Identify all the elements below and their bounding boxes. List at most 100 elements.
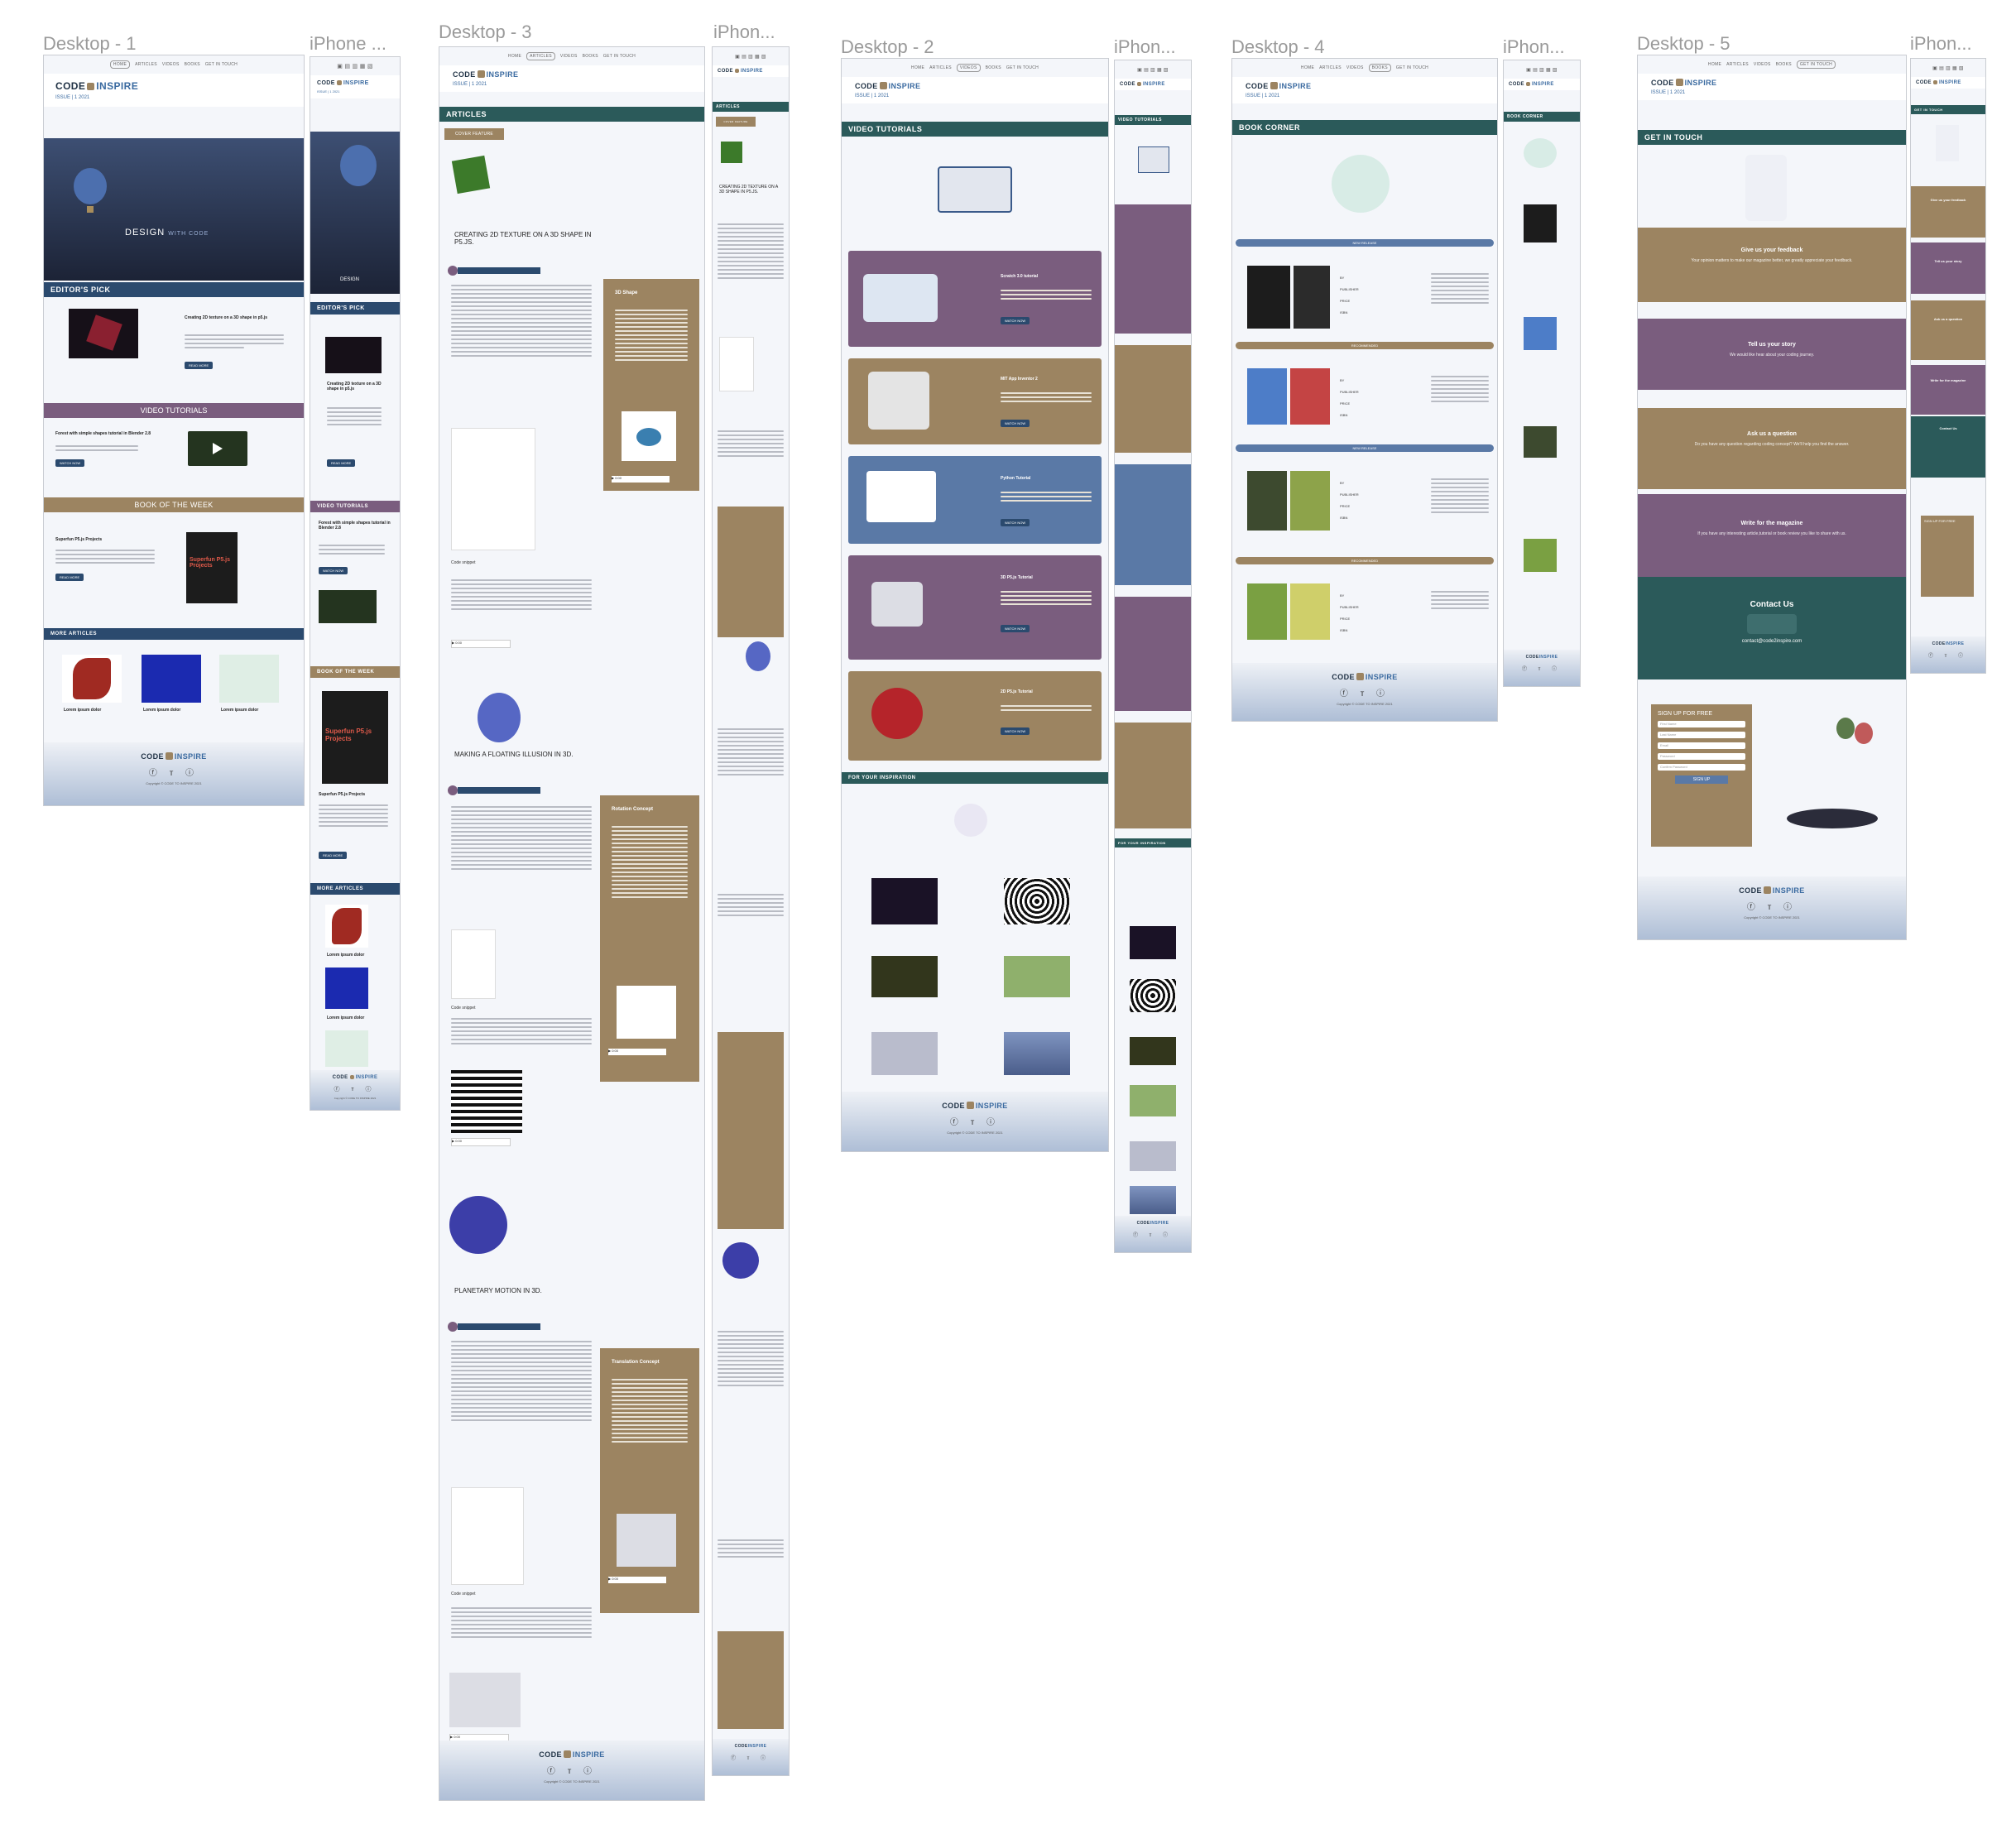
question-band[interactable]: Ask us a question Do you have any questi… xyxy=(1638,408,1906,489)
article-thumb-2[interactable] xyxy=(325,968,368,1009)
video-thumb[interactable] xyxy=(868,372,929,430)
watch-now-button[interactable]: WATCH NOW xyxy=(1001,420,1030,427)
gallery-item-1[interactable] xyxy=(871,878,938,924)
video-card-3d-p5[interactable] xyxy=(1115,597,1191,711)
social-icons[interactable]: ⓕ ᴛ ⓘ xyxy=(1746,903,1798,912)
nav-books[interactable]: BOOKS xyxy=(1775,62,1792,67)
video-card-python[interactable]: Python Tutorial WATCH NOW xyxy=(848,456,1102,544)
nav-videos[interactable]: VIDEOS xyxy=(1346,65,1364,70)
nav-contact[interactable]: GET IN TOUCH xyxy=(1395,65,1429,70)
book-cover-4[interactable] xyxy=(1524,539,1557,572)
article-thumb-1[interactable] xyxy=(62,655,122,703)
video-thumb[interactable] xyxy=(871,688,923,739)
book-cover-2[interactable] xyxy=(1524,317,1557,350)
nav-articles[interactable]: ARTICLES xyxy=(929,65,952,70)
book-cover-1[interactable] xyxy=(1524,204,1557,242)
book-cover-image[interactable]: Superfun P5.js Projects xyxy=(186,532,238,603)
mobile-nav-icons[interactable]: ▣ ▤ ▥ ▦ ▧ xyxy=(337,64,373,70)
gallery-item-2[interactable] xyxy=(1130,979,1176,1012)
nav-home[interactable]: HOME xyxy=(109,60,131,69)
footer-brand[interactable]: CODEINSPIRE xyxy=(1932,641,1965,646)
gallery-item-6[interactable] xyxy=(1004,1032,1070,1075)
book-cover-2b[interactable] xyxy=(1290,368,1330,425)
brand-logo[interactable]: CODE INSPIRE xyxy=(855,82,921,90)
nav-books[interactable]: BOOKS xyxy=(1368,64,1391,72)
nav-home[interactable]: HOME xyxy=(910,65,925,70)
brand-logo[interactable]: CODE INSPIRE xyxy=(1916,80,1961,85)
social-icons[interactable]: ⓕ ᴛ ⓘ xyxy=(334,1087,377,1092)
write-band[interactable]: Write for the magazine xyxy=(1911,365,1985,415)
password-input[interactable]: Password xyxy=(1658,753,1745,760)
watch-now-button[interactable]: WATCH NOW xyxy=(1001,727,1030,735)
gallery-item-3[interactable] xyxy=(1130,1037,1176,1065)
nav-home[interactable]: HOME xyxy=(1707,62,1722,67)
social-icons[interactable]: ⓕ ᴛ ⓘ xyxy=(1521,667,1562,672)
contact-email[interactable]: contact@code2inspire.com xyxy=(1741,639,1802,644)
nav-articles[interactable]: ARTICLES xyxy=(1319,65,1342,70)
footer-brand[interactable]: CODEINSPIRE xyxy=(734,1744,767,1749)
social-icons[interactable]: ⓕ ᴛ ⓘ xyxy=(1132,1233,1174,1238)
brand-logo[interactable]: CODE INSPIRE xyxy=(55,80,292,92)
nav-contact[interactable]: GET IN TOUCH xyxy=(602,54,636,59)
nav-contact[interactable]: GET IN TOUCH xyxy=(1006,65,1039,70)
video-thumb[interactable] xyxy=(871,582,923,627)
brand-logo[interactable]: CODE INSPIRE xyxy=(453,70,519,79)
book-cover-4[interactable] xyxy=(1247,583,1287,640)
video-thumbnail[interactable] xyxy=(188,431,247,466)
media-player-bar[interactable]: ▶ 0:00 xyxy=(608,1577,666,1583)
book-cover-3b[interactable] xyxy=(1290,471,1330,531)
nav-contact[interactable]: GET IN TOUCH xyxy=(1796,60,1836,69)
video-thumbnail[interactable] xyxy=(319,590,377,623)
play-icon[interactable] xyxy=(213,443,223,454)
gallery-item-4[interactable] xyxy=(1004,956,1070,997)
nav-videos[interactable]: VIDEOS xyxy=(161,62,180,67)
video-card-2d-p5[interactable]: 2D P5.js Tutorial WATCH NOW xyxy=(848,671,1102,761)
book-cover-3[interactable] xyxy=(1524,426,1557,458)
editors-pick-image[interactable] xyxy=(69,309,138,358)
watch-now-button[interactable]: WATCH NOW xyxy=(55,459,85,467)
feedback-band[interactable]: Give us your feedback Your opinion matte… xyxy=(1638,228,1906,302)
article-thumb-3[interactable] xyxy=(325,1030,368,1067)
nav-articles[interactable]: ARTICLES xyxy=(526,52,555,60)
book-cover-1b[interactable] xyxy=(1294,266,1330,329)
nav-videos[interactable]: VIDEOS xyxy=(559,54,578,59)
social-icons[interactable]: ⓕ ᴛ ⓘ xyxy=(148,769,199,778)
question-band[interactable]: Ask us a question xyxy=(1911,300,1985,360)
read-more-button[interactable]: READ MORE xyxy=(327,459,356,467)
gallery-item-5[interactable] xyxy=(871,1032,938,1075)
mobile-nav-icons[interactable]: ▣ ▤ ▥ ▦ ▧ xyxy=(1932,65,1964,71)
social-icons[interactable]: ⓕ ᴛ ⓘ xyxy=(1927,654,1969,659)
nav-books[interactable]: BOOKS xyxy=(985,65,1001,70)
confirm-password-input[interactable]: Confirm Password xyxy=(1658,764,1745,771)
book-cover-4b[interactable] xyxy=(1290,583,1330,640)
social-icons[interactable]: ⓕ ᴛ ⓘ xyxy=(546,1767,598,1776)
nav-home[interactable]: HOME xyxy=(1300,65,1315,70)
feedback-band[interactable]: Give us your feedback xyxy=(1911,186,1985,238)
first-name-input[interactable]: First Name xyxy=(1658,721,1745,727)
brand-logo[interactable]: CODE INSPIRE xyxy=(718,69,763,74)
social-icons[interactable]: ⓕ ᴛ ⓘ xyxy=(949,1118,1001,1127)
gallery-item-1[interactable] xyxy=(1130,926,1176,959)
media-player-bar[interactable]: ▶ 0:00 xyxy=(608,1049,666,1055)
read-more-button[interactable]: READ MORE xyxy=(185,362,214,369)
book-cover-1[interactable] xyxy=(1247,266,1290,329)
mobile-nav-icons[interactable]: ▣ ▤ ▥ ▦ ▧ xyxy=(1526,67,1558,73)
video-card-3d-p5[interactable]: 3D P5.js Tutorial WATCH NOW xyxy=(848,555,1102,660)
gallery-item-6[interactable] xyxy=(1130,1186,1176,1214)
social-icons[interactable]: ⓕ ᴛ ⓘ xyxy=(730,1756,771,1761)
video-card-scratch[interactable]: Scratch 3.0 tutorial WATCH NOW xyxy=(848,251,1102,347)
book-cover-3[interactable] xyxy=(1247,471,1287,531)
video-card-app-inventor[interactable]: MIT App Inventor 2 WATCH NOW xyxy=(848,358,1102,444)
brand-logo[interactable]: CODE INSPIRE xyxy=(1509,82,1554,87)
gallery-item-4[interactable] xyxy=(1130,1085,1176,1116)
video-card-scratch[interactable] xyxy=(1115,204,1191,334)
nav-articles[interactable]: ARTICLES xyxy=(135,62,157,67)
article-thumb-2[interactable] xyxy=(142,655,201,703)
article-thumb-3[interactable] xyxy=(219,655,279,703)
book-cover-image[interactable]: Superfun P5.js Projects xyxy=(322,691,388,784)
article-thumb-1[interactable] xyxy=(325,905,368,948)
